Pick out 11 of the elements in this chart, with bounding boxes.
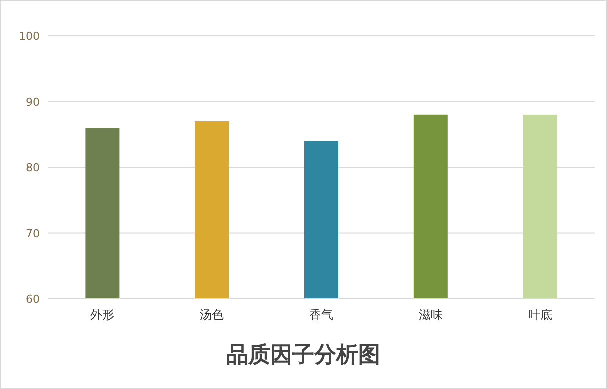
x-tick-label: 香气: [310, 308, 334, 322]
x-tick-label: 外形: [90, 308, 115, 322]
y-tick-label: 100: [19, 30, 40, 43]
x-tick-label: 滋味: [418, 308, 443, 322]
y-tick-label: 80: [26, 162, 40, 174]
x-tick-label: 汤色: [200, 308, 224, 322]
text: 品质因子分析图: [226, 343, 380, 368]
y-tick-label: 70: [26, 227, 40, 240]
y-tick-label: 90: [26, 96, 40, 109]
y-tick-label: 60: [26, 293, 40, 306]
x-tick-label: 叶底: [528, 308, 552, 322]
